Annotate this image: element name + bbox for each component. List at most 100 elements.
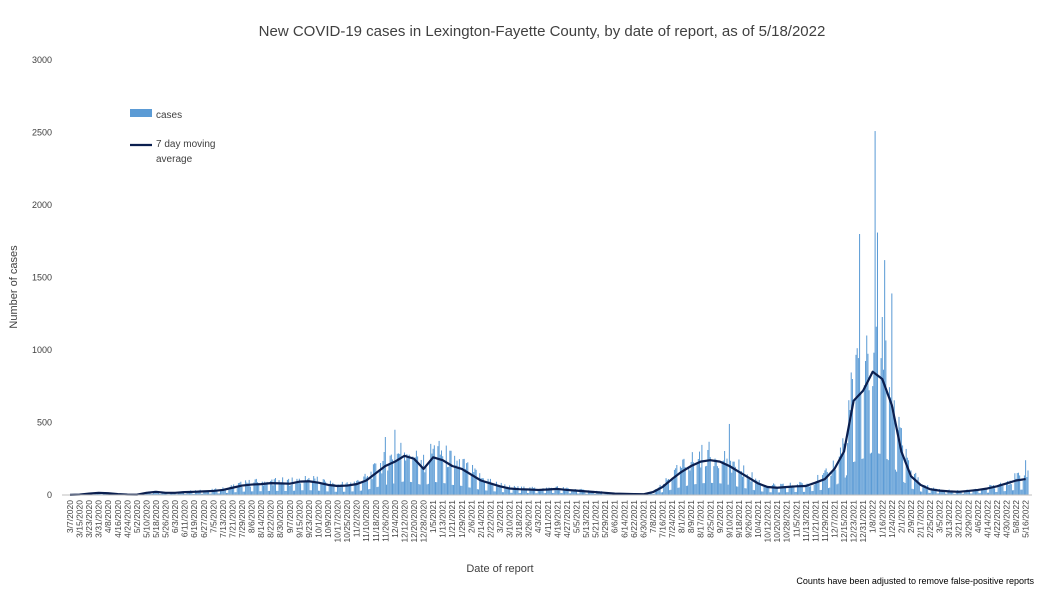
cases-bar bbox=[738, 459, 739, 495]
cases-bar bbox=[261, 491, 262, 495]
x-tick-label: 5/2/2020 bbox=[132, 500, 142, 533]
cases-bar bbox=[271, 480, 272, 495]
cases-bar bbox=[824, 470, 825, 495]
cases-bar bbox=[405, 461, 406, 495]
cases-bar bbox=[249, 480, 250, 495]
cases-bar bbox=[289, 486, 290, 495]
legend-cases-swatch bbox=[130, 109, 152, 117]
cases-bar bbox=[1026, 477, 1027, 495]
x-tick-label: 8/22/2020 bbox=[266, 500, 276, 538]
cases-bar bbox=[521, 487, 522, 495]
cases-bar bbox=[458, 467, 459, 495]
cases-bar bbox=[695, 484, 696, 495]
cases-bar bbox=[478, 489, 479, 495]
x-tick-label: 1/29/2021 bbox=[457, 500, 467, 538]
cases-bar bbox=[547, 490, 548, 495]
cases-bar bbox=[269, 491, 270, 495]
cases-bar bbox=[748, 479, 749, 495]
cases-bar bbox=[361, 491, 362, 495]
y-tick-label: 1500 bbox=[32, 273, 52, 283]
cases-bar bbox=[1022, 490, 1023, 495]
cases-bar bbox=[276, 491, 277, 495]
x-tick-label: 12/23/2021 bbox=[849, 500, 859, 543]
cases-bar bbox=[914, 474, 915, 495]
cases-bar bbox=[692, 452, 693, 495]
cases-bar bbox=[922, 486, 923, 495]
cases-bar bbox=[884, 260, 885, 495]
x-tick-label: 3/29/2022 bbox=[963, 500, 973, 538]
x-tick-label: 4/24/2020 bbox=[122, 500, 132, 538]
cases-bar bbox=[719, 483, 720, 495]
x-tick-label: 7/8/2021 bbox=[648, 500, 658, 533]
cases-bar bbox=[446, 446, 447, 495]
cases-bar bbox=[353, 491, 354, 495]
y-tick-label: 2000 bbox=[32, 200, 52, 210]
cases-bar bbox=[409, 455, 410, 495]
cases-bar bbox=[403, 482, 404, 495]
cases-bar bbox=[830, 476, 831, 495]
cases-bar bbox=[918, 477, 919, 495]
cases-bar bbox=[250, 487, 251, 495]
cases-bar bbox=[484, 482, 485, 495]
cases-bar bbox=[759, 480, 760, 495]
cases-bar bbox=[982, 490, 983, 495]
cases-bar bbox=[1008, 485, 1009, 495]
cases-bar bbox=[715, 459, 716, 495]
x-tick-label: 10/28/2021 bbox=[782, 500, 792, 543]
cases-bar bbox=[424, 472, 425, 495]
cases-bar bbox=[402, 482, 403, 495]
cases-bar bbox=[919, 485, 920, 495]
x-tick-label: 4/14/2022 bbox=[982, 500, 992, 538]
x-tick-label: 9/15/2020 bbox=[294, 500, 304, 538]
cases-bar bbox=[306, 482, 307, 495]
cases-bar bbox=[293, 491, 294, 495]
cases-bar bbox=[913, 489, 914, 495]
cases-bar bbox=[372, 479, 373, 495]
x-tick-label: 7/29/2020 bbox=[237, 500, 247, 538]
x-tick-label: 4/27/2021 bbox=[562, 500, 572, 538]
x-tick-label: 4/16/2020 bbox=[113, 500, 123, 538]
cases-bar bbox=[494, 491, 495, 495]
cases-bar bbox=[903, 482, 904, 495]
legend-line-label-1: 7 day moving bbox=[156, 139, 215, 150]
cases-bar bbox=[672, 479, 673, 495]
cases-bar bbox=[767, 487, 768, 495]
cases-bar bbox=[1025, 460, 1026, 495]
cases-bar bbox=[670, 490, 671, 495]
cases-bar bbox=[828, 488, 829, 495]
cases-bar bbox=[423, 455, 424, 495]
cases-bar bbox=[259, 491, 260, 495]
cases-bar bbox=[1020, 490, 1021, 495]
cases-bar bbox=[243, 492, 244, 495]
cases-bar bbox=[428, 484, 429, 495]
cases-bar bbox=[525, 490, 526, 495]
cases-bar bbox=[721, 484, 722, 495]
cases-bar bbox=[233, 484, 234, 495]
cases-bar bbox=[275, 478, 276, 495]
x-tick-label: 7/21/2020 bbox=[227, 500, 237, 538]
cases-bar bbox=[222, 487, 223, 495]
cases-bar bbox=[244, 492, 245, 495]
cases-bar bbox=[861, 459, 862, 495]
cases-bar bbox=[1013, 490, 1014, 495]
cases-bar bbox=[710, 457, 711, 495]
cases-bar bbox=[427, 484, 428, 495]
cases-bar bbox=[901, 428, 902, 495]
cases-bar bbox=[396, 461, 397, 495]
cases-bar bbox=[408, 457, 409, 495]
cases-bar bbox=[742, 477, 743, 495]
cases-bar bbox=[783, 484, 784, 495]
cases-bar bbox=[277, 491, 278, 495]
cases-bar bbox=[871, 453, 872, 495]
cases-bar bbox=[863, 458, 864, 495]
cases-bar bbox=[777, 488, 778, 495]
x-tick-label: 6/27/2020 bbox=[199, 500, 209, 538]
x-tick-label: 7/24/2021 bbox=[667, 500, 677, 538]
cases-bar bbox=[369, 489, 370, 495]
cases-bar bbox=[228, 490, 229, 495]
cases-bar bbox=[687, 486, 688, 495]
cases-bar bbox=[375, 464, 376, 495]
x-tick-label: 11/29/2021 bbox=[820, 500, 830, 542]
x-tick-label: 7/13/2020 bbox=[218, 500, 228, 538]
